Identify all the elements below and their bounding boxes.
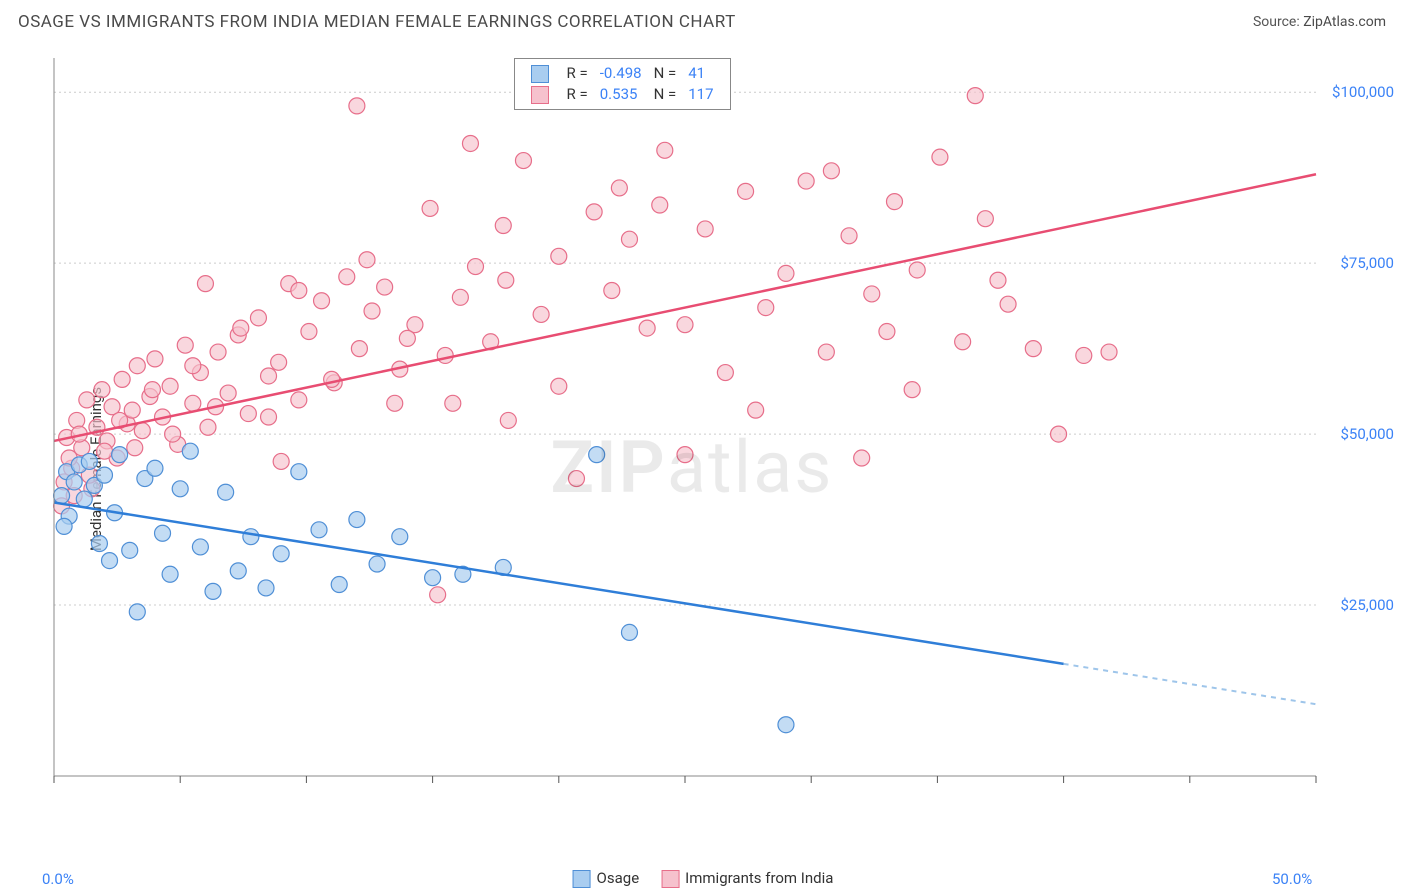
correlation-legend: R = -0.498 N = 41 R = 0.535 N = 117 [514,58,731,110]
corr-r-label: R = [561,84,594,105]
corr-r-osage: -0.498 [594,63,648,84]
source-attribution: Source: ZipAtlas.com [1253,14,1386,30]
scatter-chart [50,46,1320,836]
x-max-label: 50.0% [1272,870,1312,888]
corr-row-osage: R = -0.498 N = 41 [525,63,720,84]
source-prefix: Source: [1253,14,1303,30]
corr-row-india: R = 0.535 N = 117 [525,84,720,105]
corr-n-label: N = [648,63,683,84]
legend-item-india: Immigrants from India [661,869,833,888]
x-min-label: 0.0% [42,870,74,888]
swatch-india-small [531,86,549,104]
corr-r-india: 0.535 [594,84,648,105]
source-link[interactable]: ZipAtlas.com [1303,14,1386,30]
corr-n-osage: 41 [682,63,719,84]
legend-label-india: Immigrants from India [685,869,833,887]
legend-item-osage: Osage [573,869,640,888]
y-tick-label: $75,000 [1340,254,1394,272]
corr-n-india: 117 [682,84,719,105]
chart-title: OSAGE VS IMMIGRANTS FROM INDIA MEDIAN FE… [18,12,736,32]
header: OSAGE VS IMMIGRANTS FROM INDIA MEDIAN FE… [0,0,1406,40]
chart-area: Median Female Earnings $25,000$50,000$75… [0,46,1406,892]
y-tick-label: $100,000 [1332,83,1394,101]
corr-r-label: R = [561,63,594,84]
y-tick-label: $25,000 [1340,596,1394,614]
corr-n-label: N = [648,84,683,105]
legend-label-osage: Osage [597,869,640,887]
series-legend: Osage Immigrants from India [573,869,834,888]
swatch-osage [573,870,591,888]
y-tick-label: $50,000 [1340,425,1394,443]
swatch-india [661,870,679,888]
swatch-osage-small [531,65,549,83]
